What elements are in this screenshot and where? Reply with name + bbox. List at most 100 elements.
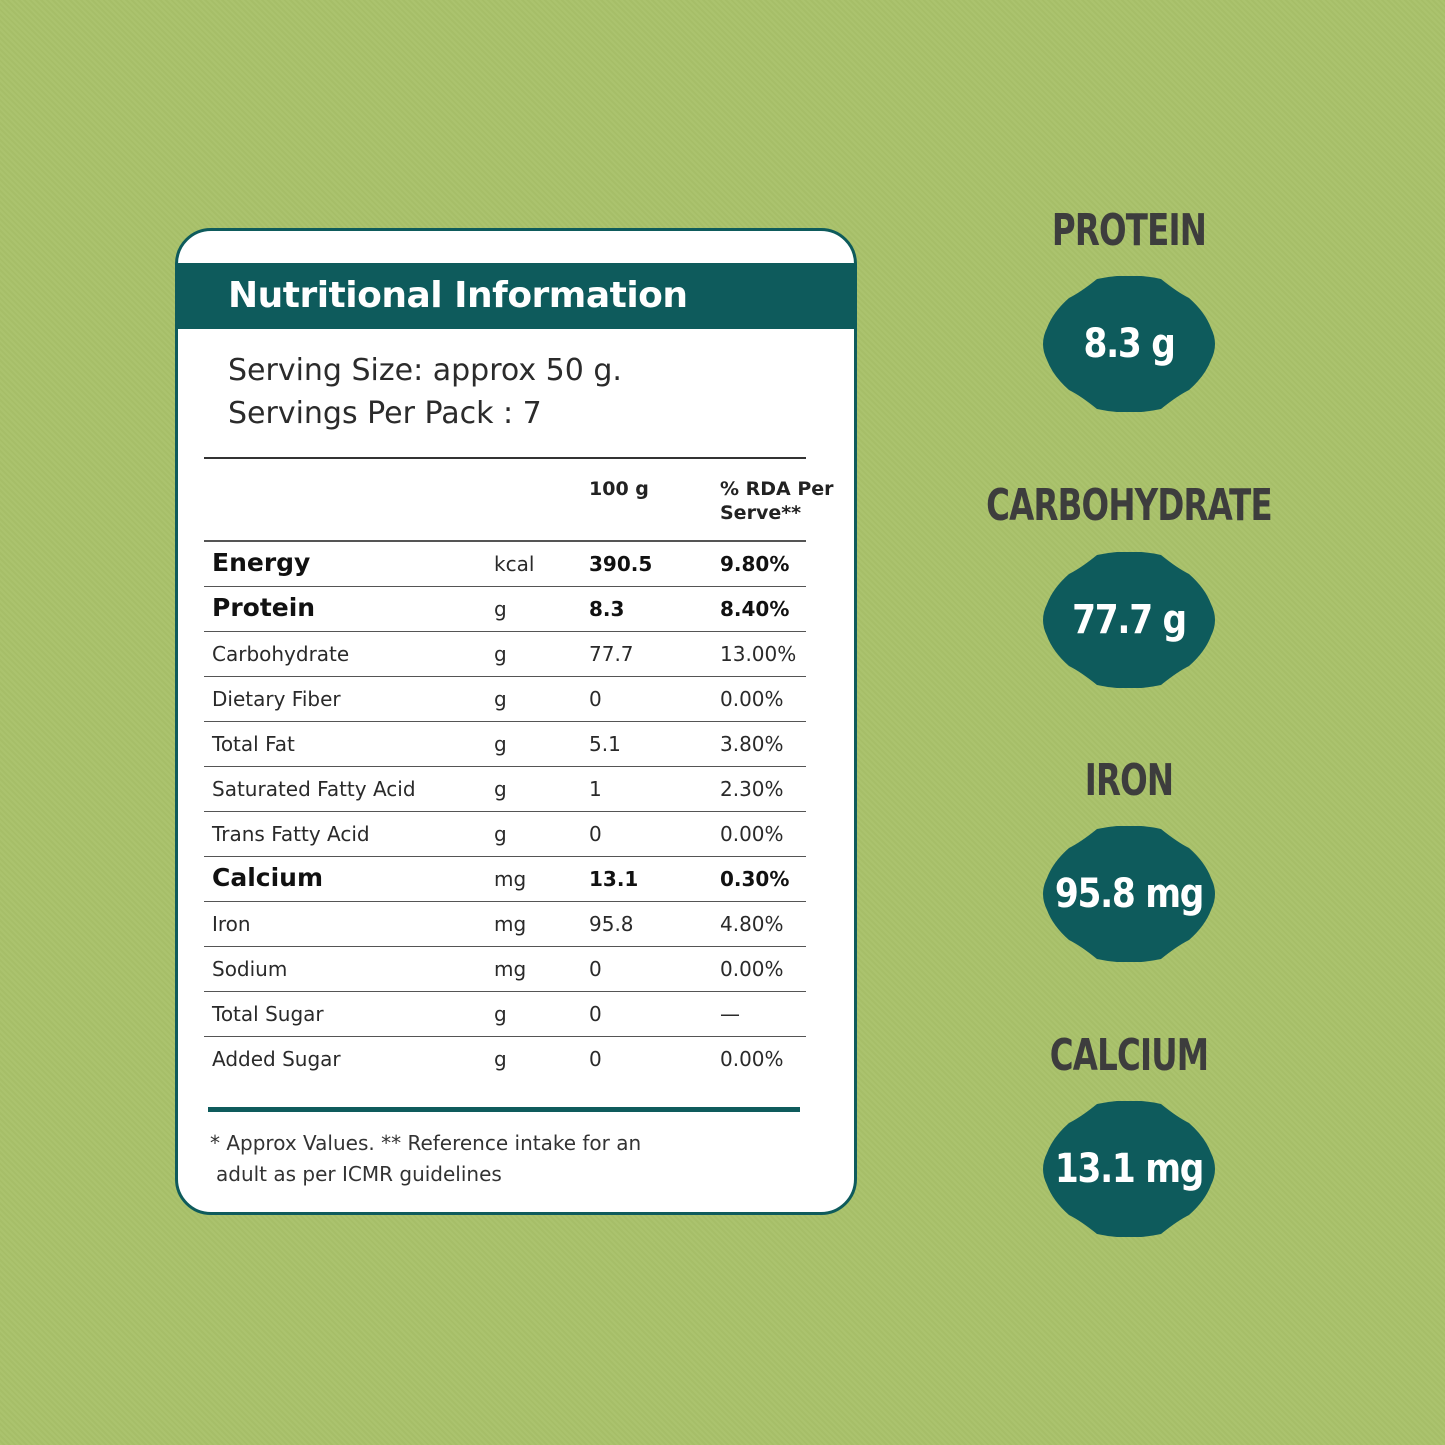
nutrient-value-100g: 5.1 bbox=[589, 732, 621, 756]
nutrient-name: Protein bbox=[212, 593, 316, 622]
badge-shape-icon bbox=[1043, 826, 1215, 962]
table-row: Dietary Fiber g 0 0.00% bbox=[204, 677, 806, 722]
row-divider bbox=[204, 945, 806, 947]
nutrient-name: Iron bbox=[212, 912, 251, 936]
serving-info: Serving Size: approx 50 g. Servings Per … bbox=[228, 349, 622, 435]
nutrient-rda: 0.00% bbox=[720, 822, 784, 846]
nutrient-value-100g: 13.1 bbox=[589, 867, 639, 891]
highlight-label: CARBOHYDRATE bbox=[986, 480, 1273, 531]
table-row: Calcium mg 13.1 0.30% bbox=[204, 857, 806, 902]
row-divider bbox=[204, 720, 806, 722]
highlight-label: CALCIUM bbox=[1049, 1030, 1209, 1081]
table-top-rule bbox=[204, 457, 806, 459]
table-row: Added Sugar g 0 0.00% bbox=[204, 1037, 806, 1082]
table-header-rule bbox=[204, 540, 806, 542]
table-bottom-rule bbox=[208, 1107, 800, 1112]
nutrient-rda: 0.30% bbox=[720, 867, 790, 891]
highlight-badge: 8.3 g bbox=[1041, 276, 1217, 412]
nutrient-name: Sodium bbox=[212, 957, 288, 981]
column-header-rda-line1: % RDA Per bbox=[720, 478, 834, 500]
nutrient-unit: g bbox=[494, 1047, 507, 1071]
highlight-label: PROTEIN bbox=[1051, 205, 1207, 256]
nutrient-rda: 4.80% bbox=[720, 912, 784, 936]
column-header-rda-line2: Serve** bbox=[720, 502, 802, 524]
nutrient-name: Added Sugar bbox=[212, 1047, 341, 1071]
table-row: Iron mg 95.8 4.80% bbox=[204, 902, 806, 947]
nutrient-unit: g bbox=[494, 1002, 507, 1026]
row-divider bbox=[204, 855, 806, 857]
badge-shape-icon bbox=[1043, 1101, 1215, 1237]
nutrient-unit: mg bbox=[494, 957, 527, 981]
nutrient-rda: 0.00% bbox=[720, 957, 784, 981]
nutrition-panel: Nutritional Information Serving Size: ap… bbox=[175, 228, 857, 1215]
column-header-rda: % RDA Per Serve** bbox=[720, 477, 834, 525]
row-divider bbox=[204, 585, 806, 587]
highlight-value: 13.1 mg bbox=[1054, 1146, 1205, 1192]
footnote-line-2: adult as per ICMR guidelines bbox=[216, 1162, 502, 1186]
row-divider bbox=[204, 900, 806, 902]
nutrient-name: Trans Fatty Acid bbox=[212, 822, 370, 846]
panel-title: Nutritional Information bbox=[228, 275, 688, 316]
highlight-badge: 77.7 g bbox=[1041, 552, 1217, 688]
row-divider bbox=[204, 765, 806, 767]
highlight-value: 95.8 mg bbox=[1054, 871, 1205, 917]
nutrient-value-100g: 8.3 bbox=[589, 597, 625, 621]
nutrient-unit: g bbox=[494, 732, 507, 756]
nutrient-unit: mg bbox=[494, 912, 527, 936]
footnote: * Approx Values. ** Reference intake for… bbox=[210, 1128, 770, 1190]
row-divider bbox=[204, 810, 806, 812]
footnote-line-1: * Approx Values. ** Reference intake for… bbox=[210, 1131, 642, 1155]
nutrient-rda: 9.80% bbox=[720, 552, 790, 576]
row-divider bbox=[204, 990, 806, 992]
nutrient-name: Total Fat bbox=[212, 732, 295, 756]
nutrient-name: Calcium bbox=[212, 863, 324, 892]
nutrient-rda: 3.80% bbox=[720, 732, 784, 756]
table-row: Saturated Fatty Acid g 1 2.30% bbox=[204, 767, 806, 812]
table-row: Sodium mg 0 0.00% bbox=[204, 947, 806, 992]
highlight-label: IRON bbox=[1084, 755, 1174, 806]
nutrient-value-100g: 0 bbox=[589, 1002, 602, 1026]
nutrient-rda: 8.40% bbox=[720, 597, 790, 621]
highlight-badge: 13.1 mg bbox=[1041, 1101, 1217, 1237]
table-row: Carbohydrate g 77.7 13.00% bbox=[204, 632, 806, 677]
nutrient-value-100g: 1 bbox=[589, 777, 602, 801]
nutrient-rda: 13.00% bbox=[720, 642, 797, 666]
table-row: Trans Fatty Acid g 0 0.00% bbox=[204, 812, 806, 857]
highlight-badge: 95.8 mg bbox=[1041, 826, 1217, 962]
row-divider bbox=[204, 675, 806, 677]
servings-per-pack: Servings Per Pack : 7 bbox=[228, 396, 542, 431]
table-row: Energy kcal 390.5 9.80% bbox=[204, 542, 806, 587]
highlight-value: 8.3 g bbox=[1083, 321, 1175, 367]
nutrient-value-100g: 0 bbox=[589, 687, 602, 711]
nutrient-unit: g bbox=[494, 642, 507, 666]
nutrient-unit: mg bbox=[494, 867, 527, 891]
column-header-100g: 100 g bbox=[589, 478, 649, 500]
nutrient-rda: 0.00% bbox=[720, 1047, 784, 1071]
nutrient-name: Dietary Fiber bbox=[212, 687, 341, 711]
nutrient-value-100g: 95.8 bbox=[589, 912, 634, 936]
serving-size: Serving Size: approx 50 g. bbox=[228, 353, 622, 388]
nutrient-name: Carbohydrate bbox=[212, 642, 350, 666]
panel-header: Nutritional Information bbox=[178, 263, 854, 329]
nutrient-value-100g: 0 bbox=[589, 1047, 602, 1071]
nutrient-name: Energy bbox=[212, 548, 311, 577]
row-divider bbox=[204, 1035, 806, 1037]
nutrient-rda: 0.00% bbox=[720, 687, 784, 711]
nutrient-unit: g bbox=[494, 597, 507, 621]
nutrient-unit: kcal bbox=[494, 552, 535, 576]
nutrient-value-100g: 390.5 bbox=[589, 552, 653, 576]
highlight-value: 77.7 g bbox=[1072, 597, 1187, 643]
badge-shape-icon bbox=[1043, 276, 1215, 412]
nutrient-unit: g bbox=[494, 687, 507, 711]
nutrient-name: Saturated Fatty Acid bbox=[212, 777, 416, 801]
nutrient-rda: 2.30% bbox=[720, 777, 784, 801]
table-row: Total Sugar g 0 — bbox=[204, 992, 806, 1037]
badge-shape-icon bbox=[1043, 552, 1215, 688]
table-row: Total Fat g 5.1 3.80% bbox=[204, 722, 806, 767]
nutrient-unit: g bbox=[494, 777, 507, 801]
nutrient-rda: — bbox=[720, 1002, 740, 1026]
nutrient-unit: g bbox=[494, 822, 507, 846]
table-row: Protein g 8.3 8.40% bbox=[204, 587, 806, 632]
nutrient-value-100g: 0 bbox=[589, 957, 602, 981]
nutrient-name: Total Sugar bbox=[212, 1002, 324, 1026]
